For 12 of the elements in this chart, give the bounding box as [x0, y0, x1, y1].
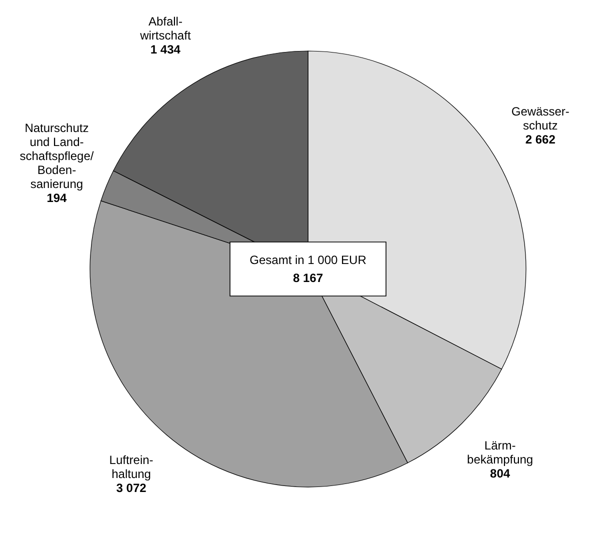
text: 8 167	[292, 271, 324, 285]
data-label: 804	[490, 466, 510, 481]
slice-label: Gewässer- schutz	[511, 104, 570, 133]
data-label: 2 662	[525, 132, 556, 147]
text: Gesamt in 1 000 EUR	[250, 253, 367, 267]
slice-label: Lärm- bekämpfung	[467, 438, 534, 467]
data-label: 3 072	[116, 480, 147, 495]
slice-label: Abfall- wirtschaft	[139, 14, 192, 42]
data-label: 1 434	[150, 42, 181, 56]
slice-label: Luftrein- haltung	[109, 452, 154, 481]
data-label: 194	[46, 190, 68, 205]
slice-label: Naturschutz und Land- schaftspflege/ Boden- sanierung	[20, 120, 94, 191]
